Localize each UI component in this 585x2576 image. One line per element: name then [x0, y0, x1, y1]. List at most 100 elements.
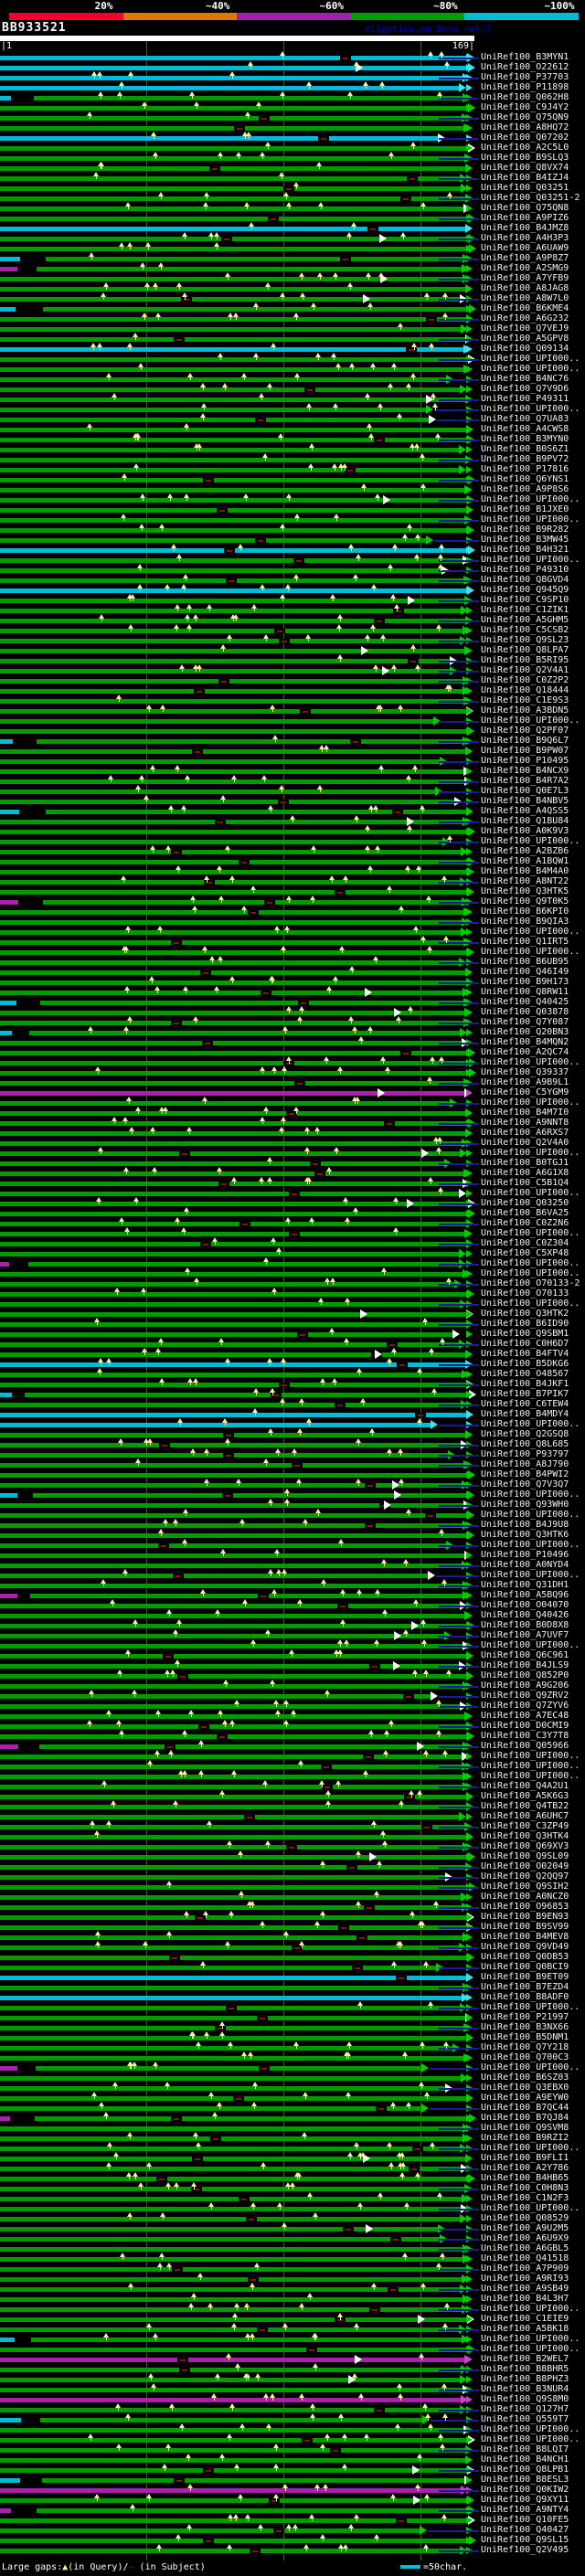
hit-label[interactable]: UniRef100_P37703: [481, 72, 569, 82]
hit-label[interactable]: UniRef100_UPI000..: [481, 1258, 580, 1268]
hit-label[interactable]: UniRef100_P17816: [481, 464, 569, 474]
alignment-bar[interactable]: [40, 1001, 463, 1005]
hit-label[interactable]: UniRef100_Q75QN8: [481, 203, 569, 213]
alignment-bar[interactable]: [0, 981, 466, 985]
alignment-bar[interactable]: [0, 2126, 463, 2131]
hit-label[interactable]: UniRef100_Q8VX74: [481, 163, 569, 173]
hit-label[interactable]: UniRef100_B5DNM1: [481, 2032, 569, 2042]
alignment-bar[interactable]: [0, 498, 467, 503]
hit-label[interactable]: UniRef100_UPI000..: [481, 1510, 580, 1520]
alignment-bar[interactable]: [0, 398, 465, 402]
hit-label[interactable]: UniRef100_C6TEW4: [481, 1399, 569, 1409]
hit-label[interactable]: UniRef100_UPI000..: [481, 836, 580, 846]
hit-label[interactable]: UniRef100_B3MW45: [481, 535, 569, 545]
hit-label[interactable]: UniRef100_UPI000..: [481, 1148, 580, 1158]
hit-label[interactable]: UniRef100_A9NNT8: [481, 1118, 569, 1128]
alignment-bar[interactable]: [0, 568, 441, 573]
alignment-bar[interactable]: [0, 2207, 461, 2211]
hit-label[interactable]: UniRef100_B4JMZ8: [481, 223, 569, 233]
alignment-bar[interactable]: [0, 1915, 467, 1920]
alignment-bar[interactable]: [0, 357, 468, 362]
alignment-bar[interactable]: [0, 1011, 464, 1015]
alignment-fragment[interactable]: [0, 900, 18, 905]
hit-label[interactable]: UniRef100_UPI000..: [481, 1761, 580, 1771]
hit-label[interactable]: UniRef100_UPI000..: [481, 1057, 580, 1067]
hit-label[interactable]: UniRef100_B4NC76: [481, 374, 569, 384]
hit-label[interactable]: UniRef100_UPI000..: [481, 2002, 580, 2012]
alignment-bar[interactable]: [0, 1805, 466, 1809]
alignment-bar[interactable]: [0, 2016, 465, 2020]
hit-label[interactable]: UniRef100_Q10FE5: [481, 2515, 569, 2525]
alignment-bar[interactable]: [0, 619, 465, 623]
alignment-bar[interactable]: [0, 1503, 463, 1508]
alignment-bar[interactable]: [0, 1996, 462, 2000]
alignment-bar[interactable]: [0, 1614, 464, 1618]
hit-label[interactable]: UniRef100_Q75QN9: [481, 112, 569, 122]
alignment-bar[interactable]: [0, 991, 463, 995]
alignment-bar[interactable]: [0, 1322, 466, 1327]
alignment-bar[interactable]: [0, 176, 460, 181]
hit-label[interactable]: UniRef100_A9G206: [481, 1680, 569, 1691]
alignment-bar[interactable]: [0, 438, 467, 442]
alignment-fragment[interactable]: [0, 2418, 21, 2422]
hit-label[interactable]: UniRef100_A8HQ72: [481, 122, 569, 133]
hit-label[interactable]: UniRef100_C1N2F3: [481, 2193, 569, 2203]
hit-label[interactable]: UniRef100_A7UVF7: [481, 1630, 569, 1640]
hit-label[interactable]: UniRef100_Q1BU84: [481, 816, 569, 826]
hit-label[interactable]: UniRef100_Q0BCI9: [481, 1962, 569, 1972]
alignment-bar[interactable]: [0, 790, 435, 794]
alignment-bar[interactable]: [0, 1232, 464, 1236]
hit-label[interactable]: UniRef100_B8BHR5: [481, 2364, 569, 2374]
hit-label[interactable]: UniRef100_Q20BN3: [481, 1027, 569, 1037]
hit-label[interactable]: UniRef100_Q03251: [481, 183, 569, 193]
hit-label[interactable]: UniRef100_A5GPV8: [481, 334, 569, 344]
hit-label[interactable]: UniRef100_C1E9S3: [481, 695, 569, 705]
alignment-bar[interactable]: [0, 1825, 464, 1829]
hit-label[interactable]: UniRef100_UPI000..: [481, 494, 580, 504]
alignment-bar[interactable]: [0, 840, 442, 844]
alignment-bar[interactable]: [0, 1956, 467, 1960]
alignment-bar[interactable]: [0, 2076, 461, 2081]
alignment-fragment[interactable]: [0, 1594, 17, 1598]
alignment-bar[interactable]: [0, 86, 459, 90]
hit-label[interactable]: UniRef100_Q7VEJ9: [481, 323, 569, 334]
hit-label[interactable]: UniRef100_Q0DB53: [481, 1952, 569, 1962]
hit-label[interactable]: UniRef100_Q8LPB1: [481, 2465, 569, 2475]
hit-label[interactable]: UniRef100_Q700C3: [481, 2052, 569, 2062]
alignment-bar[interactable]: [0, 2026, 463, 2030]
hit-label[interactable]: UniRef100_C1EIE9: [481, 2314, 569, 2324]
hit-label[interactable]: UniRef100_Q2QQ97: [481, 1871, 569, 1882]
hit-label[interactable]: UniRef100_B4HB65: [481, 2173, 569, 2183]
alignment-bar[interactable]: [0, 1704, 460, 1709]
hit-label[interactable]: UniRef100_P49311: [481, 394, 569, 404]
hit-label[interactable]: UniRef100_Q09134: [481, 344, 569, 354]
hit-label[interactable]: UniRef100_UPI000..: [481, 1419, 580, 1429]
alignment-bar[interactable]: [0, 1734, 467, 1739]
alignment-bar[interactable]: [0, 2167, 461, 2171]
hit-label[interactable]: UniRef100_A5GHM5: [481, 615, 569, 625]
alignment-bar[interactable]: [0, 56, 467, 60]
hit-label[interactable]: UniRef100_Q3HTK4: [481, 1831, 569, 1841]
hit-label[interactable]: UniRef100_B3NUR4: [481, 2384, 569, 2394]
alignment-bar[interactable]: [31, 2337, 462, 2342]
hit-label[interactable]: UniRef100_UPI000..: [481, 404, 580, 414]
alignment-fragment[interactable]: [0, 1493, 17, 1498]
hit-label[interactable]: UniRef100_Q945Q9: [481, 585, 569, 595]
alignment-bar[interactable]: [0, 1664, 459, 1669]
hit-label[interactable]: UniRef100_B3MYN1: [481, 52, 569, 62]
alignment-bar[interactable]: [0, 2257, 463, 2262]
alignment-bar[interactable]: [0, 387, 460, 392]
hit-label[interactable]: UniRef100_B9ET09: [481, 1972, 569, 1982]
hit-label[interactable]: UniRef100_Q8GVD4: [481, 575, 569, 585]
alignment-bar[interactable]: [42, 2478, 464, 2483]
hit-label[interactable]: UniRef100_A8NT22: [481, 876, 569, 886]
alignment-bar[interactable]: [0, 508, 466, 513]
alignment-bar[interactable]: [0, 830, 468, 834]
alignment-bar[interactable]: [35, 2116, 469, 2121]
hit-label[interactable]: UniRef100_P93797: [481, 1449, 569, 1459]
hit-label[interactable]: UniRef100_C0Z304: [481, 1238, 569, 1248]
alignment-bar[interactable]: [0, 1292, 467, 1297]
alignment-bar[interactable]: [0, 317, 466, 322]
alignment-bar[interactable]: [0, 870, 467, 875]
hit-label[interactable]: UniRef100_A9PIZ6: [481, 213, 569, 223]
